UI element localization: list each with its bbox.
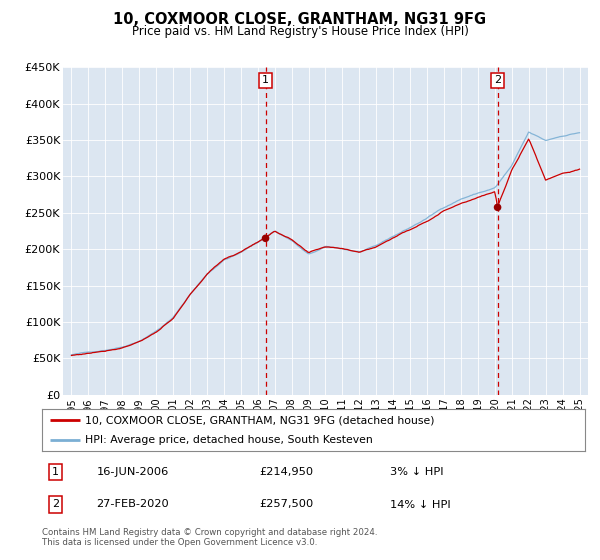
Text: 2: 2 <box>52 500 59 510</box>
Text: 27-FEB-2020: 27-FEB-2020 <box>97 500 169 510</box>
Text: Price paid vs. HM Land Registry's House Price Index (HPI): Price paid vs. HM Land Registry's House … <box>131 25 469 38</box>
Text: 2: 2 <box>494 75 501 85</box>
Point <box>493 203 502 212</box>
Text: Contains HM Land Registry data © Crown copyright and database right 2024.
This d: Contains HM Land Registry data © Crown c… <box>42 528 377 547</box>
Text: £257,500: £257,500 <box>259 500 313 510</box>
Text: 1: 1 <box>262 75 269 85</box>
Text: 1: 1 <box>52 466 59 477</box>
Text: £214,950: £214,950 <box>259 466 313 477</box>
Text: 10, COXMOOR CLOSE, GRANTHAM, NG31 9FG: 10, COXMOOR CLOSE, GRANTHAM, NG31 9FG <box>113 12 487 27</box>
Text: 14% ↓ HPI: 14% ↓ HPI <box>389 500 450 510</box>
Text: HPI: Average price, detached house, South Kesteven: HPI: Average price, detached house, Sout… <box>85 435 373 445</box>
Text: 10, COXMOOR CLOSE, GRANTHAM, NG31 9FG (detached house): 10, COXMOOR CLOSE, GRANTHAM, NG31 9FG (d… <box>85 415 435 425</box>
Point <box>261 234 271 243</box>
Text: 16-JUN-2006: 16-JUN-2006 <box>97 466 169 477</box>
Text: 3% ↓ HPI: 3% ↓ HPI <box>389 466 443 477</box>
